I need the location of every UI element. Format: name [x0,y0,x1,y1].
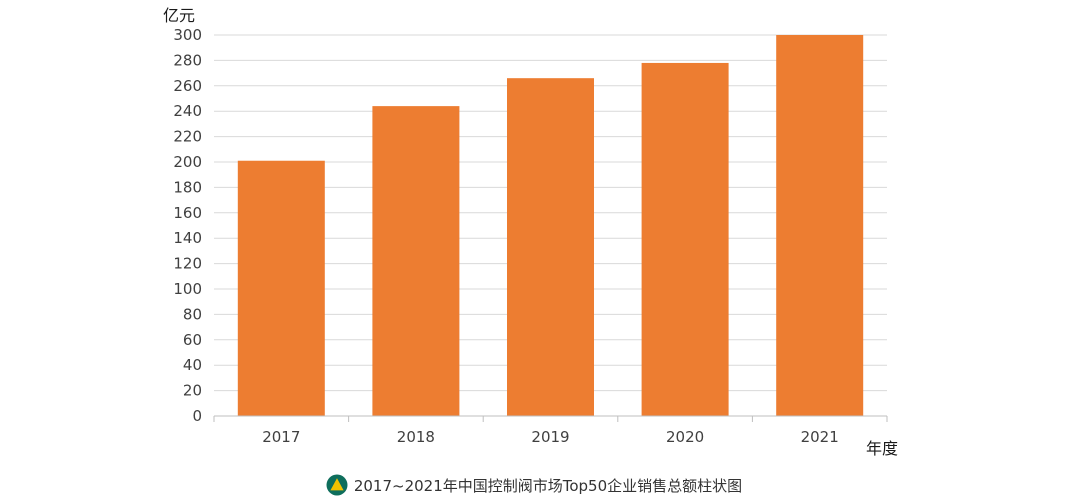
y-tick-label: 260 [173,77,202,95]
x-tick-label: 2019 [531,428,569,446]
bar-2021 [776,35,864,416]
x-tick-label: 2018 [397,428,435,446]
bar-2017 [237,160,325,416]
y-tick-label: 280 [173,51,202,69]
x-tick-label: 2020 [666,428,704,446]
y-tick-label: 220 [173,128,202,146]
y-tick-label: 60 [183,331,202,349]
y-tick-label: 20 [183,382,202,400]
y-tick-label: 40 [183,356,202,374]
x-tick-label: 2021 [801,428,839,446]
chart-caption: 2017~2021年中国控制阀市场Top50企业销售总额柱状图 [0,470,1068,500]
bar-chart: 0 20 40 60 80 100 120 140 160 180 200 220 240 260 280 3… [163,6,898,458]
bar-2019 [507,78,594,417]
y-tick-label: 120 [173,255,202,273]
y-tick-label: 180 [173,178,202,196]
x-axis-label: 年度 [866,439,898,458]
x-tick-labels: 2017 2018 2019 2020 2021 [262,428,839,446]
bars [237,35,864,417]
logo-icon [326,474,348,496]
y-tick-label: 0 [192,407,202,425]
chart-container: 0 20 40 60 80 100 120 140 160 180 200 220 240 260 280 3… [163,6,898,458]
y-tick-label: 300 [173,26,202,44]
y-tick-label: 100 [173,280,202,298]
bar-2020 [641,62,729,416]
y-tick-label: 140 [173,229,202,247]
y-tick-label: 160 [173,204,202,222]
chart-title: 2017~2021年中国控制阀市场Top50企业销售总额柱状图 [353,476,743,495]
y-tick-label: 240 [173,102,202,120]
x-tick-label: 2017 [262,428,300,446]
x-axis [213,415,888,422]
y-tick-label: 80 [183,305,202,323]
y-tick-label: 200 [173,153,202,171]
y-tick-labels: 0 20 40 60 80 100 120 140 160 180 200 220 240 260 280 3… [173,26,202,425]
y-axis-label: 亿元 [163,6,195,25]
bar-2018 [372,106,460,417]
